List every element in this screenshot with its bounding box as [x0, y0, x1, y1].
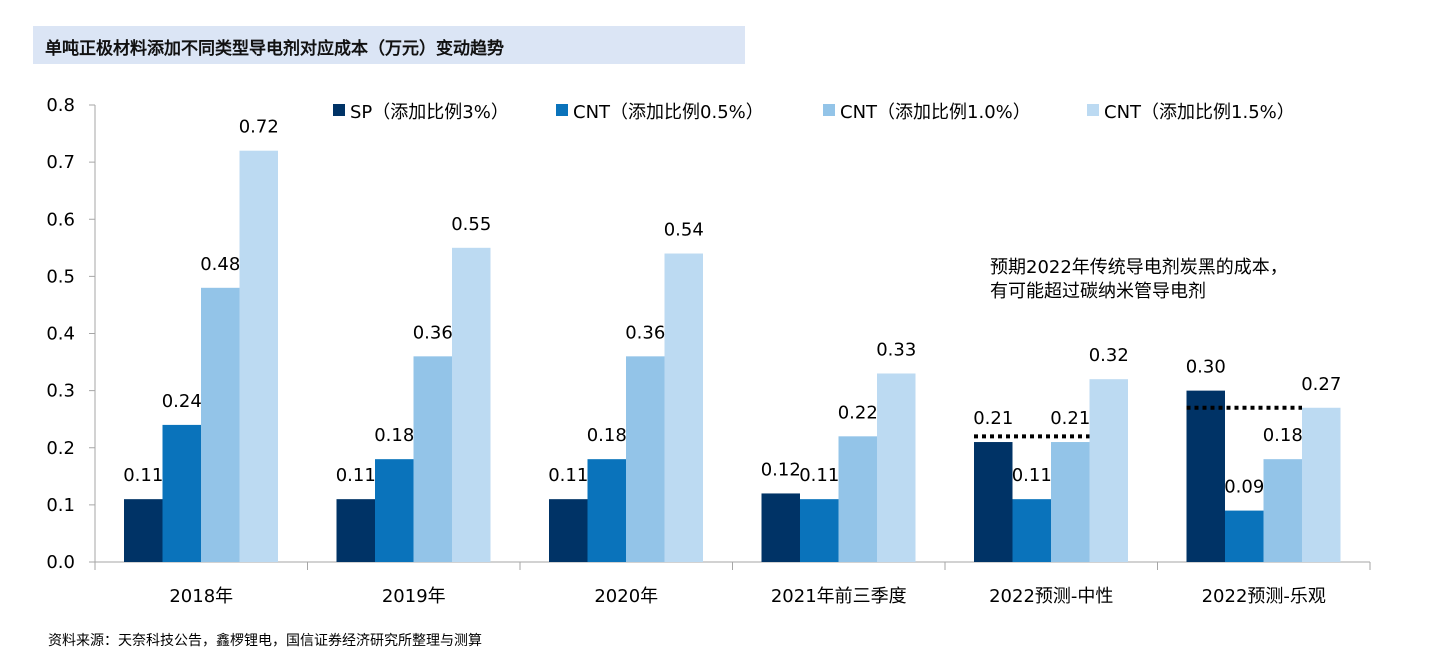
- data-label: 0.54: [664, 220, 704, 241]
- data-label: 0.11: [123, 465, 163, 486]
- bar: [413, 356, 452, 562]
- legend-swatch: [1087, 104, 1099, 116]
- bar: [162, 424, 201, 562]
- data-label: 0.55: [451, 214, 491, 235]
- bar: [336, 499, 375, 562]
- annotation-note: 有可能超过碳纳米管导电剂: [990, 281, 1206, 302]
- bar: [587, 459, 626, 562]
- data-label: 0.22: [838, 402, 878, 423]
- bar: [1089, 379, 1128, 562]
- y-tick-label: 0.3: [46, 381, 75, 402]
- x-tick-label: 2019年: [382, 586, 446, 607]
- data-label: 0.18: [374, 425, 414, 446]
- x-tick-label: 2022预测-乐观: [1202, 586, 1326, 607]
- bar: [1302, 407, 1341, 562]
- bar: [626, 356, 665, 562]
- data-label: 0.11: [336, 465, 376, 486]
- legend-entry: CNT（添加比例1.5%）: [1104, 102, 1295, 123]
- x-tick-label: 2018年: [169, 586, 233, 607]
- bar: [549, 499, 588, 562]
- data-label: 0.72: [239, 117, 279, 138]
- data-label: 0.30: [1186, 357, 1226, 378]
- y-tick-label: 0.4: [46, 324, 75, 345]
- y-tick-label: 0.0: [46, 552, 75, 573]
- bar: [1225, 510, 1264, 562]
- data-label: 0.27: [1301, 374, 1341, 395]
- legend-swatch: [556, 104, 568, 116]
- data-label: 0.24: [162, 391, 202, 412]
- data-label: 0.36: [413, 322, 453, 343]
- data-label: 0.33: [876, 339, 916, 360]
- data-label: 0.12: [761, 459, 801, 480]
- y-tick-label: 0.6: [46, 209, 75, 230]
- legend-entry: CNT（添加比例1.0%）: [840, 102, 1031, 123]
- annotation-note: 预期2022年传统导电剂炭黑的成本，: [990, 257, 1288, 278]
- bar: [1263, 459, 1302, 562]
- bar: [838, 436, 877, 562]
- x-tick-label: 2021年前三季度: [771, 586, 907, 607]
- data-label: 0.11: [1012, 465, 1052, 486]
- legend-swatch: [823, 104, 835, 116]
- y-tick-label: 0.5: [46, 266, 75, 287]
- source-note: 资料来源：天奈科技公告，鑫椤锂电，国信证券经济研究所整理与测算: [48, 633, 482, 649]
- data-label: 0.11: [799, 465, 839, 486]
- bar: [800, 499, 839, 562]
- x-tick-label: 2022预测-中性: [989, 586, 1113, 607]
- data-label: 0.48: [200, 254, 240, 275]
- bar: [664, 253, 703, 562]
- x-tick-label: 2020年: [594, 586, 658, 607]
- legend-swatch: [333, 104, 345, 116]
- data-label: 0.18: [1263, 425, 1303, 446]
- data-label: 0.21: [1050, 408, 1090, 429]
- y-tick-label: 0.7: [46, 152, 75, 173]
- data-label: 0.09: [1224, 477, 1264, 498]
- bar: [877, 373, 916, 562]
- y-tick-label: 0.1: [46, 495, 75, 516]
- legend-entry: CNT（添加比例0.5%）: [573, 102, 764, 123]
- bar: [761, 493, 800, 562]
- data-label: 0.21: [973, 408, 1013, 429]
- bar: [239, 150, 278, 562]
- legend-entry: SP（添加比例3%）: [350, 102, 509, 123]
- data-label: 0.32: [1089, 345, 1129, 366]
- y-tick-label: 0.2: [46, 438, 75, 459]
- chart-title: 单吨正极材料添加不同类型导电剂对应成本（万元）变动趋势: [45, 39, 504, 59]
- bar: [974, 442, 1013, 562]
- bar: [1186, 390, 1225, 562]
- y-tick-label: 0.8: [46, 95, 75, 116]
- bar: [375, 459, 414, 562]
- data-label: 0.11: [548, 465, 588, 486]
- bar: [201, 287, 240, 562]
- bar: [124, 499, 163, 562]
- bar: [452, 247, 491, 562]
- title-bar: 单吨正极材料添加不同类型导电剂对应成本（万元）变动趋势: [33, 26, 745, 64]
- bar: [1051, 442, 1090, 562]
- bar: [1012, 499, 1051, 562]
- data-label: 0.36: [625, 322, 665, 343]
- data-label: 0.18: [587, 425, 627, 446]
